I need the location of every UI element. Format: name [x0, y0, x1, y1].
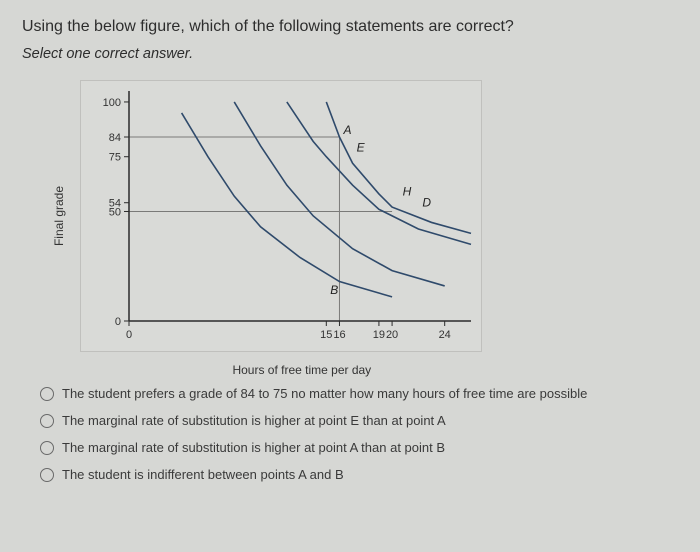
- svg-text:84: 84: [109, 132, 121, 144]
- svg-text:B: B: [330, 283, 338, 297]
- question-text: Using the below figure, which of the fol…: [22, 18, 678, 36]
- svg-text:D: D: [422, 195, 431, 209]
- svg-text:100: 100: [103, 97, 121, 109]
- svg-text:0: 0: [115, 316, 121, 328]
- svg-text:0: 0: [126, 329, 132, 341]
- answer-list: The student prefers a grade of 84 to 75 …: [40, 386, 678, 482]
- svg-text:H: H: [403, 184, 412, 198]
- chart-svg: 05054758410001516192024AEHDB: [81, 81, 481, 351]
- answer-option[interactable]: The student prefers a grade of 84 to 75 …: [40, 386, 678, 401]
- radio-icon: [40, 468, 54, 482]
- radio-icon: [40, 414, 54, 428]
- svg-text:16: 16: [333, 329, 345, 341]
- y-axis-label: Final grade: [52, 186, 66, 246]
- answer-option[interactable]: The marginal rate of substitution is hig…: [40, 440, 678, 455]
- svg-text:A: A: [342, 123, 351, 137]
- radio-icon: [40, 387, 54, 401]
- answer-text: The student is indifferent between point…: [62, 467, 344, 482]
- svg-text:19: 19: [373, 329, 385, 341]
- radio-icon: [40, 441, 54, 455]
- x-axis-label: Hours of free time per day: [232, 363, 371, 377]
- answer-text: The marginal rate of substitution is hig…: [62, 413, 446, 428]
- answer-text: The student prefers a grade of 84 to 75 …: [62, 386, 587, 401]
- chart: 05054758410001516192024AEHDB Final grade…: [80, 80, 482, 352]
- svg-text:20: 20: [386, 329, 398, 341]
- instruction-text: Select one correct answer.: [22, 46, 678, 62]
- answer-text: The marginal rate of substitution is hig…: [62, 440, 445, 455]
- svg-text:54: 54: [109, 198, 121, 210]
- svg-text:24: 24: [439, 329, 451, 341]
- svg-text:E: E: [357, 141, 366, 155]
- answer-option[interactable]: The student is indifferent between point…: [40, 467, 678, 482]
- svg-text:75: 75: [109, 152, 121, 164]
- svg-text:15: 15: [320, 329, 332, 341]
- answer-option[interactable]: The marginal rate of substitution is hig…: [40, 413, 678, 428]
- question-page: Using the below figure, which of the fol…: [0, 0, 700, 552]
